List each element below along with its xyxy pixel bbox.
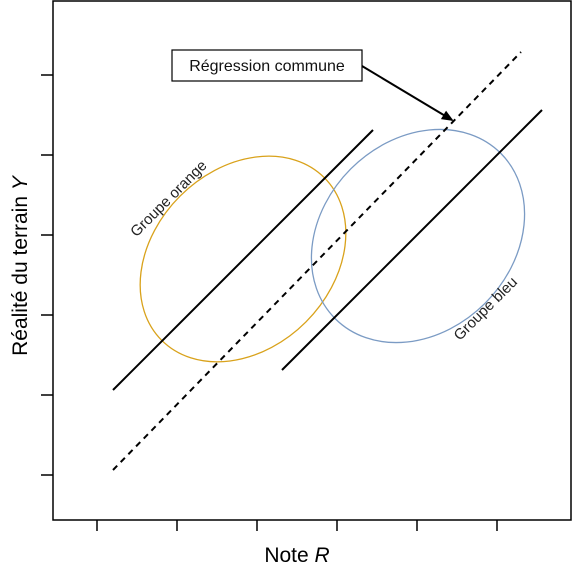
callout-label: Régression commune [189,58,345,75]
orange-group-label: Groupe orange [127,157,210,240]
blue-group-label: Groupe bleu [451,274,521,344]
x-axis-title-text: Note [264,544,314,567]
y-axis-ticks [41,74,53,476]
y-axis-title: Réalité du terrain Y [9,174,32,356]
orange-regression-line [112,129,374,391]
x-axis-title: Note R [264,544,329,567]
common-regression-line [112,51,522,471]
x-axis-ticks [96,520,498,531]
x-axis-variable: R [315,544,330,567]
callout-arrow [361,65,454,122]
y-axis-variable: Y [9,174,32,190]
blue-regression-line [281,109,543,371]
blue-group-ellipse [310,128,526,344]
callout-box [171,49,363,82]
plot-frame [52,0,572,521]
y-axis-title-text: Réalité du terrain [9,190,32,356]
